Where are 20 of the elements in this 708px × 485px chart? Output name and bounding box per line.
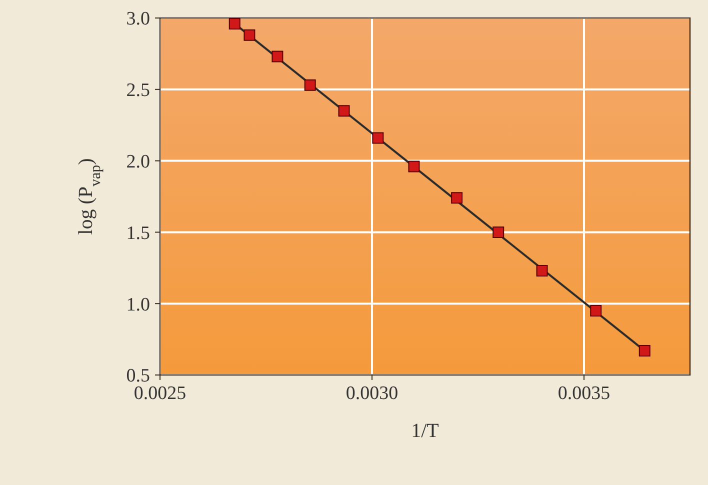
point xyxy=(272,50,284,62)
point xyxy=(304,79,316,91)
x-tick-label: 0.0035 xyxy=(558,383,610,404)
point xyxy=(244,29,256,41)
x-axis-title: 1/T xyxy=(411,420,439,442)
point xyxy=(536,265,548,276)
y-tick-label: 1.0 xyxy=(126,294,150,316)
point xyxy=(492,226,504,238)
point xyxy=(228,18,240,30)
y-tick-label: 1.5 xyxy=(126,222,150,244)
point xyxy=(590,304,602,316)
point xyxy=(638,344,650,356)
y-tick-label: 2.0 xyxy=(126,151,150,172)
x-tick-label: 0.0030 xyxy=(346,383,398,404)
point xyxy=(451,192,463,204)
point xyxy=(408,160,420,172)
point xyxy=(372,132,384,144)
y-tick-label: 3.0 xyxy=(126,8,150,30)
point xyxy=(338,105,350,117)
y-tick-label: 2.5 xyxy=(126,80,150,102)
